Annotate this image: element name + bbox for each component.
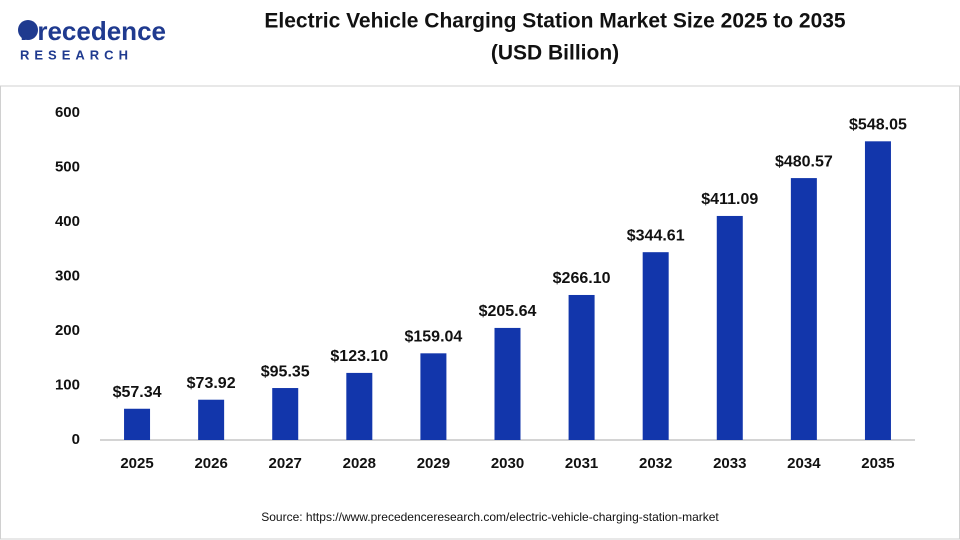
- logo-tagline: RESEARCH: [20, 47, 133, 62]
- bar: [198, 399, 225, 440]
- bar: [716, 215, 743, 440]
- bar: [420, 353, 447, 440]
- logo-icon: [18, 20, 38, 40]
- bar: [790, 178, 817, 440]
- logo-name: Precedence: [20, 16, 166, 46]
- y-tick-label: 0: [72, 431, 80, 448]
- x-tick-label: 2030: [491, 455, 524, 472]
- value-label: $411.09: [701, 191, 758, 208]
- value-label: $95.35: [261, 363, 310, 380]
- x-tick-label: 2026: [194, 455, 227, 472]
- bar: [642, 252, 669, 440]
- value-label: $266.10: [553, 270, 611, 287]
- bar: [346, 372, 373, 440]
- value-label: $205.64: [479, 303, 537, 320]
- value-label: $57.34: [113, 384, 162, 401]
- bar: [494, 327, 521, 440]
- x-tick-label: 2029: [417, 455, 450, 472]
- source: Source: https://www.precedenceresearch.c…: [261, 510, 719, 524]
- x-tick-label: 2028: [343, 455, 376, 472]
- chart-title: Electric Vehicle Charging Station Market…: [264, 10, 846, 33]
- value-label: $123.10: [330, 348, 388, 365]
- logo: Precedence RESEARCH: [18, 16, 166, 62]
- x-tick-label: 2027: [269, 455, 302, 472]
- x-tick-label: 2033: [713, 455, 746, 472]
- y-tick-label: 100: [55, 376, 80, 393]
- x-tick-label: 2034: [787, 455, 821, 472]
- y-tick-label: 300: [55, 267, 80, 284]
- bar: [864, 141, 891, 440]
- y-tick-label: 500: [55, 158, 80, 175]
- value-label: $548.05: [849, 117, 907, 134]
- value-label: $480.57: [775, 153, 833, 170]
- x-tick-label: 2025: [120, 455, 153, 472]
- value-label: $73.92: [187, 375, 236, 392]
- bar: [568, 294, 595, 440]
- value-label: $159.04: [404, 329, 462, 346]
- y-tick-label: 200: [55, 322, 80, 339]
- x-tick-label: 2035: [861, 455, 894, 472]
- y-tick-label: 400: [55, 213, 80, 230]
- chart-subtitle: (USD Billion): [491, 42, 619, 65]
- x-tick-label: 2032: [639, 455, 672, 472]
- bar: [272, 388, 299, 440]
- x-tick-label: 2031: [565, 455, 598, 472]
- bar: [124, 408, 151, 440]
- value-label: $344.61: [627, 227, 685, 244]
- y-tick-label: 600: [55, 104, 80, 121]
